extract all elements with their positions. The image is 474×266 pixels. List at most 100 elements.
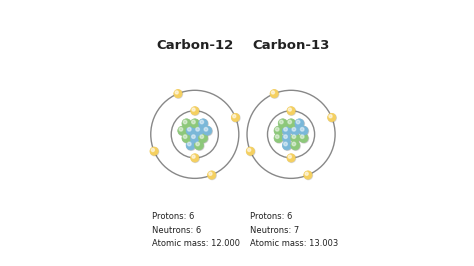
Circle shape: [328, 114, 337, 122]
Circle shape: [280, 120, 283, 124]
Circle shape: [275, 127, 279, 131]
Circle shape: [291, 134, 300, 143]
Circle shape: [275, 135, 279, 138]
Circle shape: [190, 119, 199, 128]
Circle shape: [182, 134, 191, 143]
Circle shape: [182, 119, 191, 128]
Circle shape: [284, 135, 287, 138]
Text: Protons: 6
Neutrons: 6
Atomic mass: 12.000: Protons: 6 Neutrons: 6 Atomic mass: 12.0…: [152, 212, 240, 248]
Circle shape: [246, 147, 255, 155]
Circle shape: [274, 134, 283, 143]
Circle shape: [199, 134, 208, 143]
Circle shape: [199, 119, 208, 128]
Circle shape: [283, 126, 292, 135]
Circle shape: [272, 91, 274, 94]
Circle shape: [174, 90, 182, 98]
Circle shape: [191, 135, 195, 138]
Circle shape: [183, 120, 187, 124]
Circle shape: [328, 113, 336, 122]
Circle shape: [247, 148, 255, 156]
Circle shape: [299, 126, 308, 135]
Circle shape: [151, 148, 155, 152]
Text: Protons: 6
Neutrons: 7
Atomic mass: 13.003: Protons: 6 Neutrons: 7 Atomic mass: 13.0…: [250, 212, 338, 248]
Circle shape: [199, 134, 208, 143]
Circle shape: [178, 126, 187, 135]
Circle shape: [194, 141, 203, 150]
Circle shape: [295, 119, 304, 128]
Circle shape: [199, 119, 208, 128]
Circle shape: [182, 134, 191, 143]
Circle shape: [274, 127, 283, 136]
Circle shape: [178, 127, 187, 136]
Circle shape: [287, 107, 296, 115]
Circle shape: [232, 114, 240, 122]
Circle shape: [179, 127, 183, 131]
Circle shape: [329, 115, 332, 118]
Circle shape: [296, 120, 300, 124]
Circle shape: [278, 119, 287, 128]
Circle shape: [174, 90, 182, 98]
Circle shape: [195, 141, 204, 150]
Circle shape: [183, 135, 187, 138]
Circle shape: [150, 147, 158, 155]
Circle shape: [200, 135, 203, 138]
Circle shape: [191, 154, 199, 162]
Circle shape: [304, 171, 312, 180]
Circle shape: [182, 119, 191, 128]
Circle shape: [291, 141, 300, 150]
Circle shape: [283, 134, 292, 143]
Circle shape: [190, 134, 199, 143]
Circle shape: [204, 127, 208, 131]
Circle shape: [283, 141, 292, 150]
Circle shape: [191, 119, 200, 128]
Circle shape: [186, 141, 195, 150]
Circle shape: [196, 127, 200, 131]
Circle shape: [274, 126, 283, 135]
Text: Carbon-13: Carbon-13: [252, 39, 330, 52]
Circle shape: [186, 126, 195, 135]
Circle shape: [192, 108, 195, 111]
Circle shape: [195, 127, 204, 136]
Circle shape: [191, 107, 199, 115]
Circle shape: [187, 127, 196, 136]
Circle shape: [270, 90, 278, 98]
Circle shape: [233, 115, 236, 118]
Circle shape: [287, 154, 295, 162]
Circle shape: [291, 127, 300, 136]
Circle shape: [292, 127, 296, 131]
Circle shape: [284, 127, 287, 131]
Circle shape: [283, 127, 292, 136]
Circle shape: [283, 134, 292, 143]
Circle shape: [287, 119, 296, 128]
Circle shape: [231, 113, 239, 122]
Circle shape: [284, 142, 287, 146]
Circle shape: [291, 134, 300, 143]
Circle shape: [287, 154, 296, 163]
Text: Carbon-12: Carbon-12: [156, 39, 233, 52]
Circle shape: [288, 108, 292, 111]
Circle shape: [196, 142, 200, 146]
Circle shape: [191, 107, 200, 115]
Circle shape: [200, 120, 203, 124]
Circle shape: [247, 148, 251, 152]
Circle shape: [191, 120, 195, 124]
Circle shape: [292, 135, 296, 138]
Circle shape: [194, 126, 203, 135]
Circle shape: [304, 171, 312, 179]
Circle shape: [300, 134, 309, 143]
Circle shape: [203, 127, 212, 136]
Circle shape: [292, 142, 296, 146]
Circle shape: [151, 148, 159, 156]
Circle shape: [287, 119, 296, 128]
Circle shape: [300, 127, 309, 136]
Circle shape: [301, 135, 304, 138]
Circle shape: [187, 141, 196, 150]
Circle shape: [288, 155, 292, 158]
Circle shape: [291, 126, 300, 135]
Circle shape: [175, 91, 178, 94]
Circle shape: [274, 134, 283, 143]
Circle shape: [271, 90, 279, 98]
Circle shape: [305, 172, 308, 175]
Circle shape: [295, 119, 304, 128]
Circle shape: [288, 120, 292, 124]
